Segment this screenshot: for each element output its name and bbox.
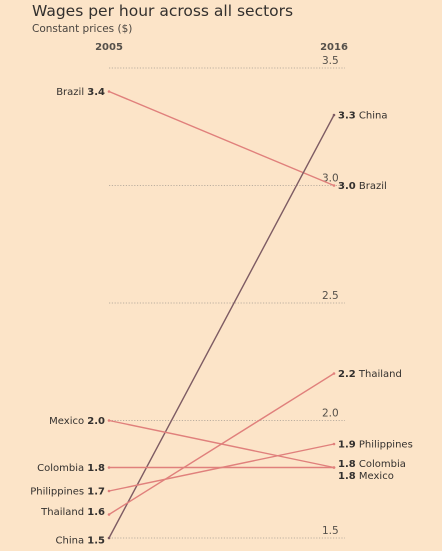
start-point — [107, 419, 111, 422]
end-label-brazil: 3.0 Brazil — [338, 181, 387, 192]
chart-subtitle: Constant prices ($) — [32, 23, 133, 35]
start-label-brazil: Brazil 3.4 — [56, 87, 105, 98]
grid-layer: 3.5 3.0 2.5 2.0 1.5 — [109, 55, 345, 539]
end-point — [332, 184, 336, 187]
y-tick-label: 2.0 — [322, 408, 339, 420]
x-label-end: 2016 — [320, 42, 348, 53]
end-label-philippines: 1.9 Philippines — [338, 440, 413, 451]
start-label-mexico: Mexico 2.0 — [49, 416, 105, 427]
end-point — [332, 113, 336, 117]
y-tick-label: 2.5 — [322, 290, 339, 302]
y-tick-label: 3.0 — [322, 173, 339, 185]
start-label-china: China 1.5 — [56, 536, 106, 547]
start-point — [107, 466, 111, 469]
series-line-brazil — [108, 90, 335, 187]
end-label-china: 3.3 China — [338, 111, 387, 122]
start-point — [107, 489, 111, 493]
start-label-thailand: Thailand 1.6 — [40, 507, 105, 518]
end-label-thailand: 2.2 Thailand — [338, 369, 402, 380]
series-line-mexico — [108, 419, 335, 469]
start-point — [107, 513, 111, 516]
end-label-colombia: 1.8 Colombia — [338, 459, 406, 470]
series-labels: Brazil 3.4 3.0 Brazil China 1.5 3.3 China Th… — [30, 87, 413, 547]
start-label-colombia: Colombia 1.8 — [37, 463, 105, 474]
start-point — [107, 536, 111, 540]
series-lines — [107, 90, 336, 540]
start-point — [107, 90, 111, 93]
chart-title: Wages per hour across all sectors — [32, 2, 294, 20]
end-point — [332, 466, 336, 469]
end-label-mexico: 1.8 Mexico — [338, 471, 394, 482]
end-point — [332, 442, 336, 446]
y-tick-label: 3.5 — [322, 55, 339, 67]
end-point — [332, 372, 336, 375]
x-label-start: 2005 — [95, 42, 123, 53]
start-label-philippines: Philippines 1.7 — [30, 487, 105, 498]
y-tick-label: 1.5 — [322, 525, 339, 537]
series-line-china — [108, 114, 335, 539]
